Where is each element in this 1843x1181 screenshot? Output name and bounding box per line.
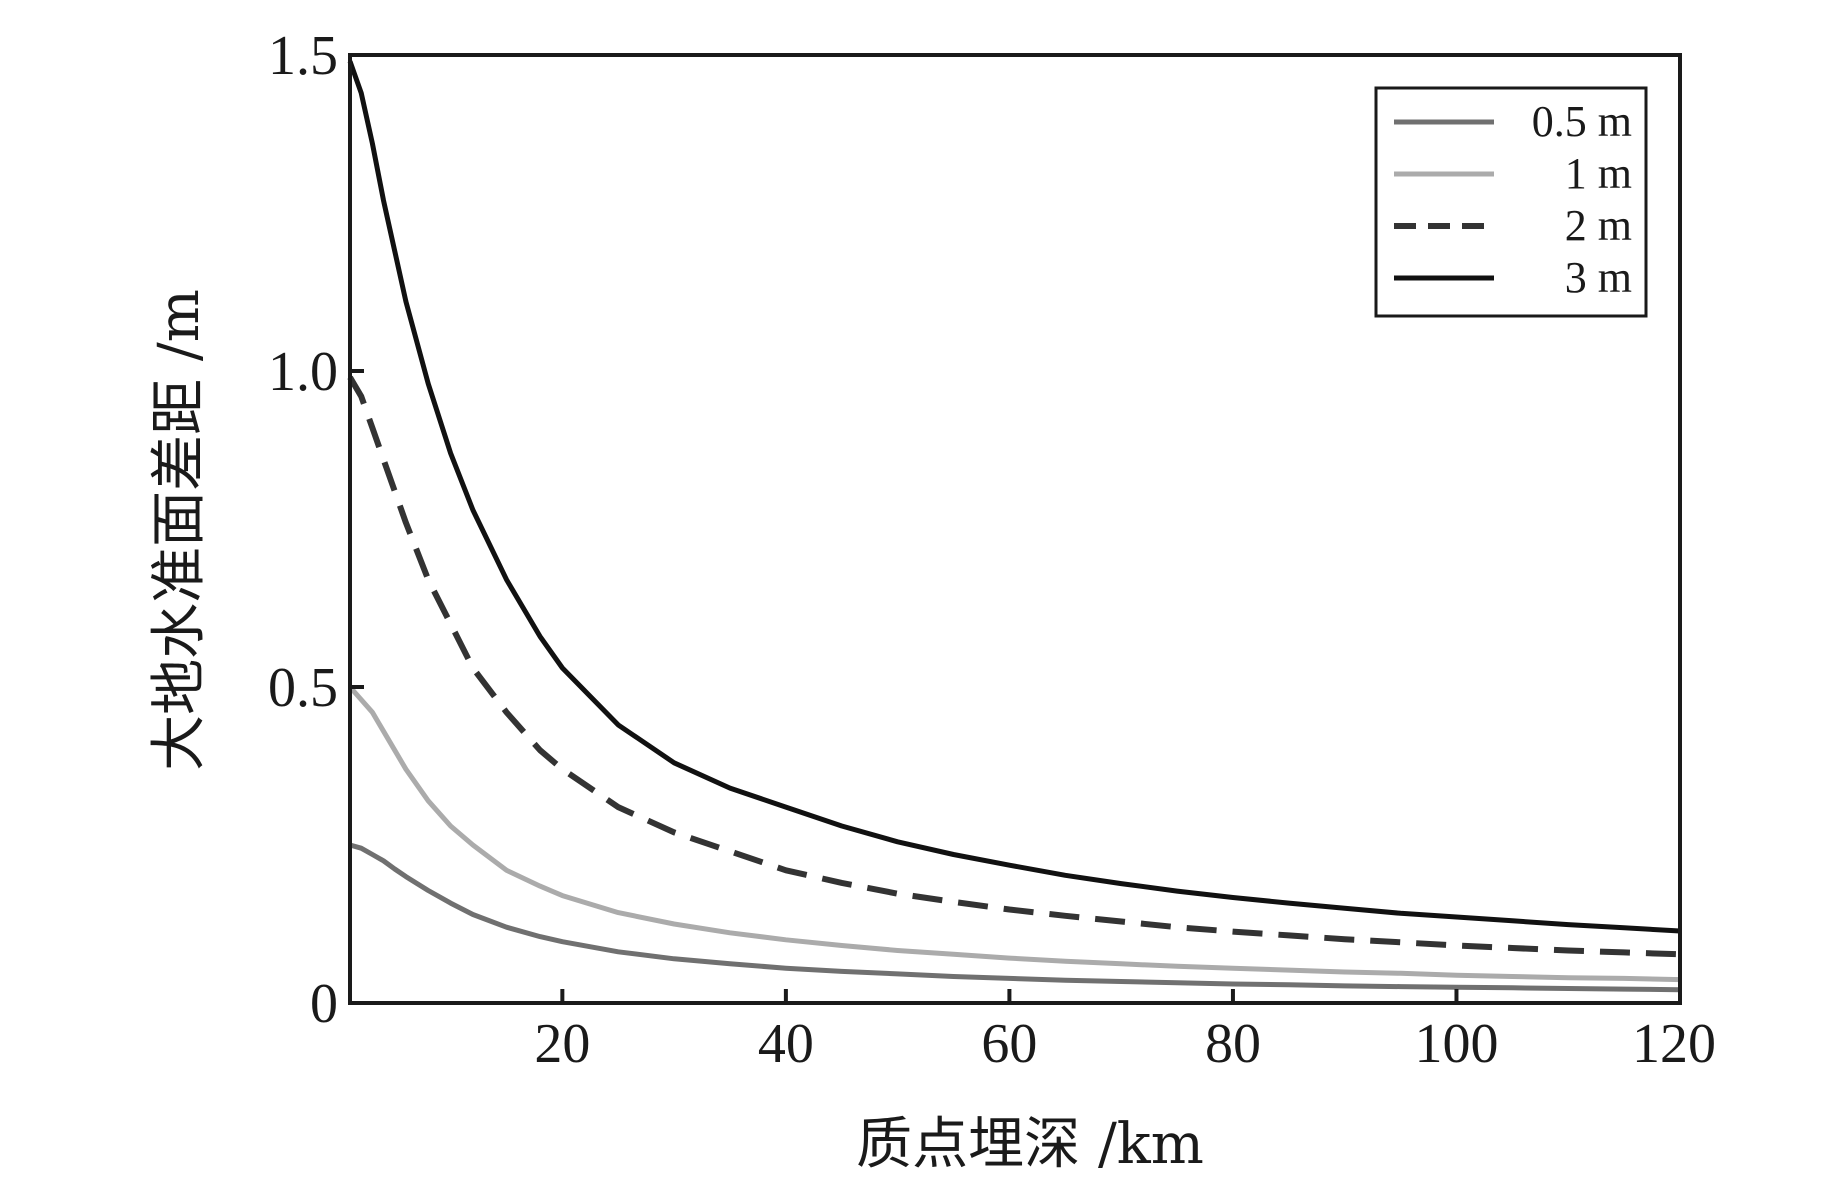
- x-axis: 20 40 60 80 100 120: [534, 989, 1716, 1075]
- y-tick-label: 1.0: [268, 341, 338, 403]
- y-tick-label: 0.5: [268, 657, 338, 719]
- series-line-1: [348, 685, 1681, 983]
- x-tick-label: 40: [758, 1013, 814, 1075]
- legend: 0.5 m1 m2 m3 m: [1374, 86, 1648, 318]
- y-axis: 0 0.5 1.0 1.5: [268, 25, 364, 1035]
- series-line-3: [347, 60, 1681, 934]
- legend-label-3: 3 m: [1565, 253, 1632, 302]
- plot-frame: [348, 53, 1682, 1005]
- x-tick-label: 20: [534, 1013, 590, 1075]
- series-line-0: [349, 842, 1681, 993]
- x-tick-label: 120: [1632, 1013, 1716, 1075]
- legend-label-1: 1 m: [1565, 149, 1632, 198]
- y-tick-label: 0: [310, 973, 338, 1035]
- legend-label-2: 2 m: [1565, 201, 1632, 250]
- series-line-2: [347, 375, 1681, 958]
- x-tick-label: 100: [1414, 1013, 1498, 1075]
- plot-lines: [347, 60, 1681, 993]
- x-tick-label: 80: [1205, 1013, 1261, 1075]
- legend-label-0: 0.5 m: [1532, 97, 1632, 146]
- x-tick-label: 60: [981, 1013, 1037, 1075]
- y-tick-label: 1.5: [268, 25, 338, 87]
- y-axis-title: 大地水准面差距 /m: [147, 289, 212, 771]
- x-axis-title: 质点埋深 /km: [856, 1112, 1204, 1177]
